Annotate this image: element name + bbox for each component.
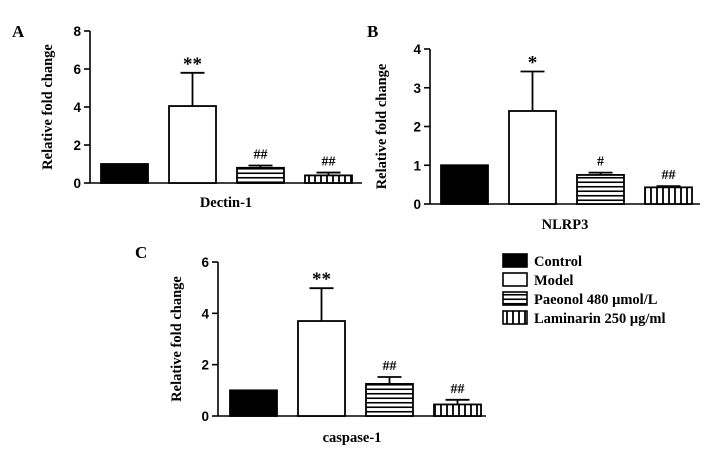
y-tick-label: 3	[413, 81, 421, 96]
bar-paeonol	[236, 166, 285, 184]
legend-label: Model	[534, 273, 573, 289]
panel-letter: C	[135, 243, 147, 262]
bar-paeonol	[365, 383, 414, 417]
y-axis-label: Relative fold change	[40, 44, 56, 170]
bar-laminarin	[433, 403, 482, 417]
y-axis-label: Relative fold change	[374, 63, 390, 189]
panel-letter: A	[12, 22, 25, 41]
significance-label: *	[528, 52, 538, 73]
y-tick-label: 0	[201, 409, 209, 424]
significance-label: **	[183, 54, 202, 75]
y-tick-label: 2	[73, 138, 81, 153]
y-axis-label: Relative fold change	[169, 276, 185, 402]
y-tick-label: 2	[201, 358, 209, 373]
y-tick-label: 2	[413, 120, 421, 135]
x-axis-label: NLRP3	[542, 217, 589, 233]
y-tick-label: 4	[73, 100, 81, 115]
y-tick-label: 1	[413, 158, 421, 173]
y-tick-label: 4	[201, 306, 209, 321]
bar-laminarin	[644, 186, 693, 205]
significance-label: #	[597, 155, 604, 170]
y-tick-label: 0	[73, 176, 81, 191]
legend-swatch-open	[502, 272, 528, 287]
legend-swatch-solid	[502, 253, 528, 268]
significance-label: ##	[662, 168, 676, 183]
significance-label: ##	[451, 382, 465, 397]
bar-model	[508, 110, 557, 205]
bar-laminarin	[304, 174, 353, 184]
y-tick-label: 4	[413, 42, 421, 57]
significance-label: ##	[254, 148, 268, 163]
y-tick-label: 0	[413, 197, 421, 212]
chart-panel-c: C 0 2 4 6 Relative fold change caspase-1 ** ## ##	[135, 243, 486, 446]
legend: Control Model Paeonol 480 μmol/L Laminarin …	[502, 253, 665, 327]
bar-control	[440, 164, 489, 205]
bar-control	[229, 389, 278, 417]
bar-paeonol	[576, 174, 625, 205]
chart-panel-a: A 0 2 4 6 8 Relative fold change Dectin-1 ** ## ##	[12, 22, 362, 211]
legend-label: Paeonol 480 μmol/L	[534, 292, 658, 308]
legend-swatch-hlines	[502, 291, 528, 306]
legend-label: Control	[534, 254, 582, 270]
x-axis-label: Dectin-1	[200, 195, 252, 211]
panel-letter: B	[367, 22, 378, 41]
y-tick-label: 8	[73, 24, 81, 39]
significance-label: ##	[322, 155, 336, 170]
bar-model	[168, 105, 217, 184]
bar-model	[297, 320, 346, 417]
legend-swatch-vlines	[502, 310, 528, 325]
y-tick-label: 6	[73, 62, 81, 77]
y-tick-label: 6	[201, 255, 209, 270]
legend-label: Laminarin 250 μg/ml	[534, 311, 665, 327]
significance-label: ##	[383, 359, 397, 374]
significance-label: **	[312, 269, 331, 290]
x-axis-label: caspase-1	[323, 430, 382, 446]
bar-control	[100, 163, 149, 184]
